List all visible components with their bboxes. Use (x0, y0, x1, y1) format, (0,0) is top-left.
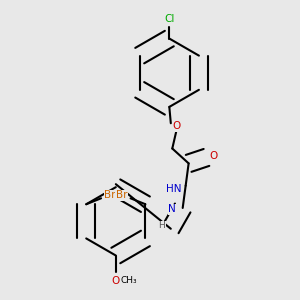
Text: HN: HN (166, 184, 182, 194)
Text: N: N (168, 204, 176, 214)
Text: Br: Br (104, 190, 116, 200)
Text: CH₃: CH₃ (121, 276, 137, 285)
Text: H: H (158, 221, 165, 230)
Text: Cl: Cl (164, 14, 175, 24)
Text: O: O (112, 276, 120, 286)
Text: O: O (172, 121, 181, 131)
Text: O: O (210, 151, 218, 161)
Text: Br: Br (116, 190, 127, 200)
